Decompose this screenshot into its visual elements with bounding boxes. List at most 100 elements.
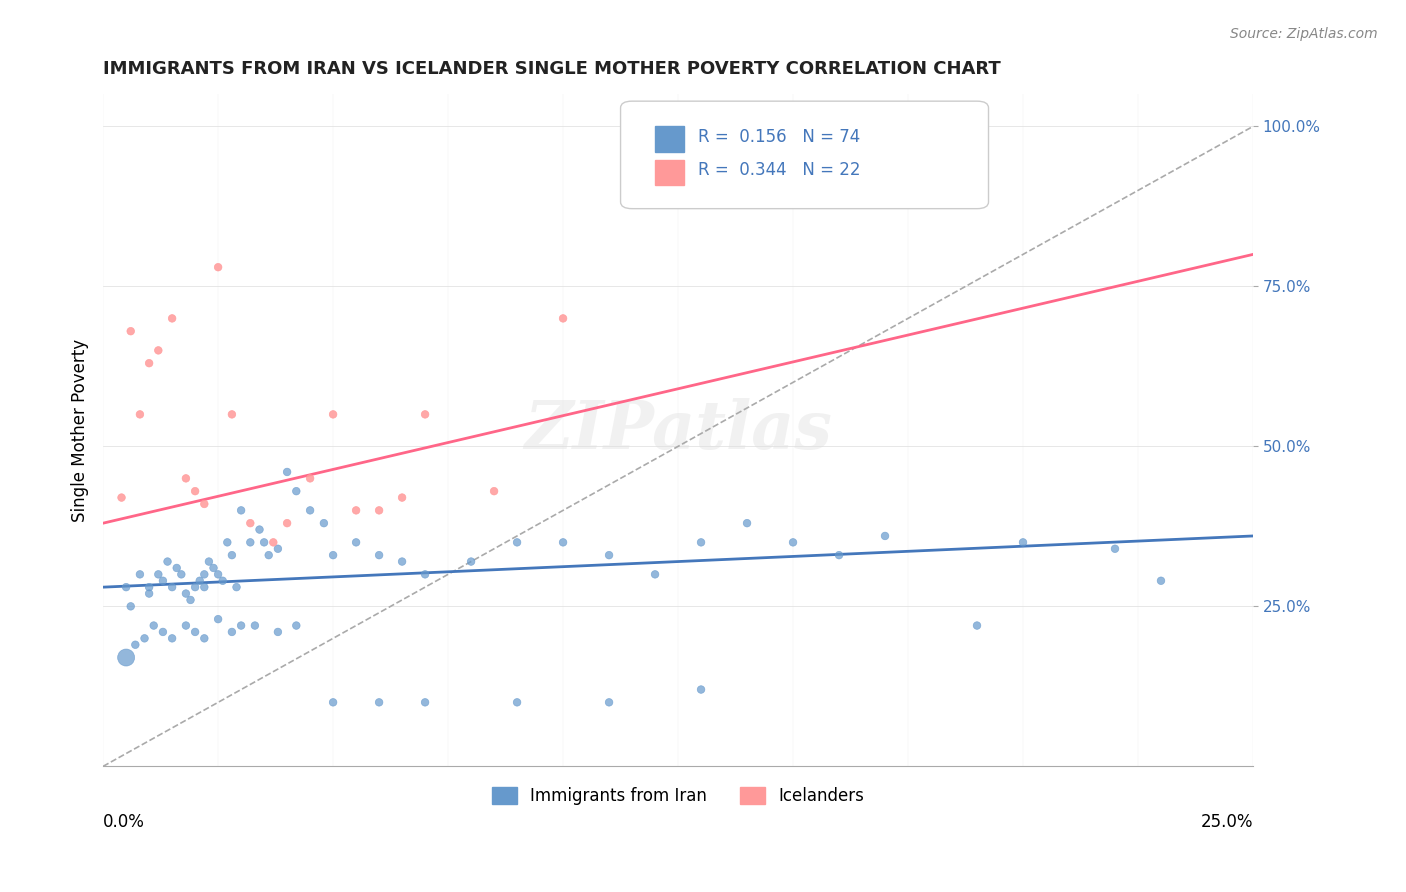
Point bbox=[160, 632, 183, 646]
Point bbox=[391, 491, 413, 505]
Point bbox=[221, 408, 243, 422]
Point bbox=[243, 618, 266, 632]
Point bbox=[1012, 535, 1035, 549]
Point bbox=[217, 535, 239, 549]
Point bbox=[257, 548, 280, 562]
Point bbox=[262, 535, 284, 549]
Point bbox=[267, 624, 290, 639]
Point bbox=[193, 632, 215, 646]
Point bbox=[129, 567, 152, 582]
Point bbox=[166, 561, 188, 575]
FancyBboxPatch shape bbox=[655, 126, 683, 152]
Point bbox=[174, 586, 197, 600]
FancyBboxPatch shape bbox=[620, 101, 988, 209]
Legend: Immigrants from Iran, Icelanders: Immigrants from Iran, Icelanders bbox=[485, 780, 872, 812]
Point bbox=[184, 624, 207, 639]
Point bbox=[690, 535, 713, 549]
Point bbox=[299, 503, 322, 517]
Point bbox=[184, 580, 207, 594]
Point bbox=[138, 586, 160, 600]
Text: ZIPatlas: ZIPatlas bbox=[524, 398, 832, 463]
Point bbox=[156, 555, 179, 569]
Point bbox=[170, 567, 193, 582]
Point bbox=[115, 580, 138, 594]
Point bbox=[129, 408, 152, 422]
Point bbox=[368, 503, 391, 517]
Point bbox=[413, 567, 436, 582]
Point bbox=[344, 535, 367, 549]
Point bbox=[184, 484, 207, 499]
Point bbox=[312, 516, 335, 531]
Point bbox=[276, 465, 298, 479]
Point bbox=[225, 580, 247, 594]
Point bbox=[202, 561, 225, 575]
Point bbox=[506, 535, 529, 549]
Point bbox=[229, 618, 252, 632]
Point bbox=[124, 638, 146, 652]
Point bbox=[285, 618, 308, 632]
Point bbox=[322, 408, 344, 422]
Text: R =  0.156   N = 74: R = 0.156 N = 74 bbox=[697, 128, 860, 145]
Point bbox=[873, 529, 896, 543]
Point bbox=[368, 548, 391, 562]
Point bbox=[193, 567, 215, 582]
Point bbox=[644, 567, 666, 582]
Point bbox=[120, 599, 142, 614]
Point bbox=[285, 484, 308, 499]
Point bbox=[138, 580, 160, 594]
Point bbox=[368, 695, 391, 709]
Point bbox=[207, 612, 229, 626]
Point bbox=[134, 632, 156, 646]
Point bbox=[148, 343, 170, 358]
Point bbox=[229, 503, 252, 517]
Point bbox=[322, 695, 344, 709]
Point bbox=[188, 574, 211, 588]
Point bbox=[152, 574, 174, 588]
Text: IMMIGRANTS FROM IRAN VS ICELANDER SINGLE MOTHER POVERTY CORRELATION CHART: IMMIGRANTS FROM IRAN VS ICELANDER SINGLE… bbox=[103, 60, 1001, 78]
Y-axis label: Single Mother Poverty: Single Mother Poverty bbox=[72, 339, 89, 522]
Point bbox=[138, 356, 160, 370]
Point bbox=[253, 535, 276, 549]
Point bbox=[249, 523, 271, 537]
Point bbox=[551, 535, 574, 549]
Point bbox=[174, 618, 197, 632]
Point bbox=[193, 580, 215, 594]
Point bbox=[211, 574, 233, 588]
Point bbox=[1150, 574, 1173, 588]
Text: 25.0%: 25.0% bbox=[1201, 814, 1253, 831]
Point bbox=[690, 682, 713, 697]
Point bbox=[120, 324, 142, 338]
Point bbox=[198, 555, 221, 569]
Point bbox=[598, 548, 620, 562]
Point bbox=[267, 541, 290, 556]
Point bbox=[598, 695, 620, 709]
Text: R =  0.344   N = 22: R = 0.344 N = 22 bbox=[697, 161, 860, 179]
Point bbox=[110, 491, 132, 505]
Point bbox=[322, 548, 344, 562]
Point bbox=[413, 695, 436, 709]
Point bbox=[276, 516, 298, 531]
Point bbox=[299, 471, 322, 485]
Point bbox=[551, 311, 574, 326]
Point bbox=[160, 311, 183, 326]
Point bbox=[735, 516, 758, 531]
Point bbox=[344, 503, 367, 517]
Point bbox=[115, 650, 138, 665]
Point bbox=[221, 624, 243, 639]
Point bbox=[207, 567, 229, 582]
Point bbox=[828, 548, 851, 562]
Point bbox=[148, 567, 170, 582]
Point bbox=[180, 593, 202, 607]
Point bbox=[174, 471, 197, 485]
Point bbox=[239, 516, 262, 531]
FancyBboxPatch shape bbox=[655, 160, 683, 186]
Point bbox=[142, 618, 165, 632]
Point bbox=[460, 555, 482, 569]
Point bbox=[506, 695, 529, 709]
Point bbox=[1104, 541, 1126, 556]
Point bbox=[782, 535, 804, 549]
Text: 0.0%: 0.0% bbox=[103, 814, 145, 831]
Point bbox=[152, 624, 174, 639]
Point bbox=[239, 535, 262, 549]
Point bbox=[207, 260, 229, 275]
